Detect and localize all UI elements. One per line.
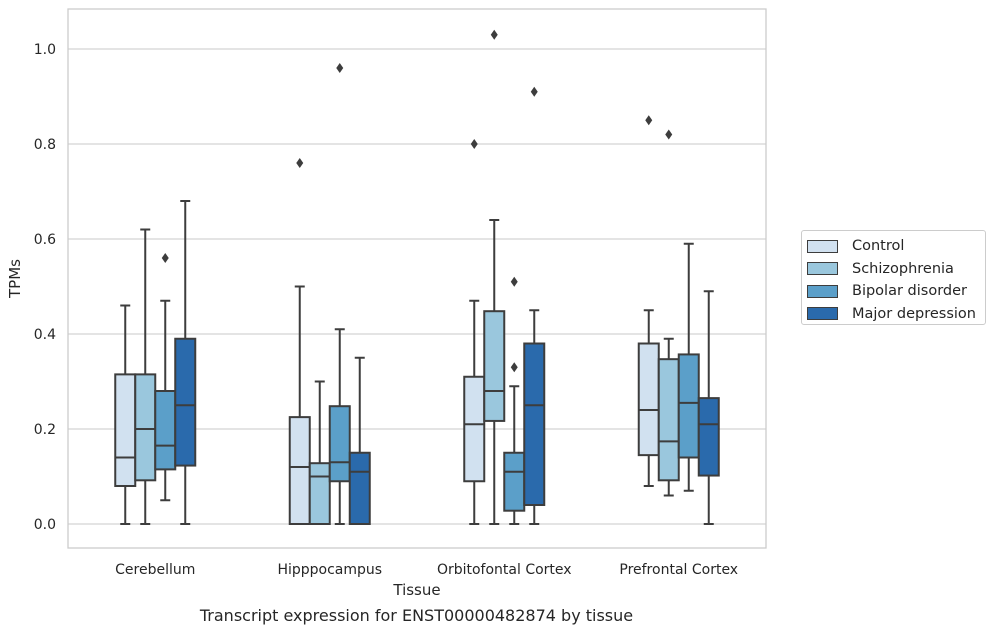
box-iqr	[348, 451, 371, 525]
box-bipolar-disorder	[154, 253, 177, 502]
outlier-point	[645, 115, 653, 126]
x-tick-label: Cerebellum	[115, 562, 195, 578]
legend-item: Control	[807, 235, 985, 258]
box-iqr	[463, 375, 486, 483]
legend-label: Bipolar disorder	[852, 283, 967, 300]
box-major-depression	[523, 86, 546, 525]
box-iqr	[677, 353, 700, 459]
legend: Control Schizophrenia Bipolar disorder Majo…	[801, 230, 986, 325]
y-axis-label: TPMs	[6, 259, 24, 299]
box-major-depression	[348, 356, 371, 525]
outlier-point	[470, 139, 478, 149]
box-iqr	[308, 462, 331, 526]
outlier-point	[510, 362, 518, 373]
legend-swatch	[807, 262, 838, 276]
legend-label: Schizophrenia	[852, 260, 954, 277]
x-tick-label: Orbitofontal Cortex	[437, 562, 572, 578]
box-schizophrenia	[308, 380, 331, 526]
chart-caption: Transcript expression for ENST0000048287…	[199, 606, 634, 625]
box-iqr	[697, 397, 720, 477]
box-iqr	[503, 451, 526, 512]
box-bipolar-disorder	[503, 276, 526, 525]
box-iqr	[483, 310, 506, 422]
box-bipolar-disorder	[328, 63, 351, 525]
box-layer	[114, 29, 720, 526]
legend-item: Bipolar disorder	[807, 280, 985, 303]
box-bipolar-disorder	[677, 242, 700, 492]
outlier-point	[336, 63, 344, 73]
y-tick-label: 1.0	[34, 42, 56, 58]
outlier-point	[161, 253, 169, 263]
box-control	[463, 139, 486, 525]
legend-label: Control	[852, 238, 905, 255]
box-control	[114, 304, 137, 525]
legend-swatch	[807, 307, 838, 321]
x-tick-label: Hipppocampus	[277, 562, 382, 578]
tick-layer: 0.0 0.2 0.4 0.6 0.8 1.0 Cerebellum Hipppocampus…	[34, 42, 738, 578]
box-control	[288, 158, 311, 525]
legend-item: Schizophrenia	[807, 258, 985, 281]
box-schizophrenia	[483, 29, 506, 525]
legend-swatch	[807, 284, 838, 298]
box-iqr	[154, 390, 177, 471]
legend-label: Major depression	[852, 305, 976, 322]
box-iqr	[288, 416, 311, 525]
outlier-point	[490, 29, 498, 40]
box-schizophrenia	[134, 228, 157, 525]
x-axis-label: Tissue	[392, 581, 440, 599]
y-tick-label: 0.4	[34, 327, 56, 343]
y-tick-label: 0.0	[34, 517, 56, 533]
box-iqr	[174, 337, 197, 467]
plot-frame	[67, 8, 767, 549]
box-major-depression	[697, 290, 720, 525]
box-control	[637, 115, 660, 487]
box-iqr	[637, 342, 660, 457]
legend-swatch	[807, 239, 838, 253]
box-schizophrenia	[657, 129, 680, 497]
y-tick-label: 0.6	[34, 232, 56, 248]
box-iqr	[114, 373, 137, 487]
box-iqr	[657, 358, 680, 482]
y-tick-label: 0.2	[34, 422, 56, 438]
outlier-point	[530, 86, 538, 97]
outlier-point	[665, 129, 673, 140]
y-tick-label: 0.8	[34, 137, 56, 153]
legend-item: Major depression	[807, 303, 985, 326]
outlier-point	[510, 276, 518, 287]
box-iqr	[134, 373, 157, 482]
box-iqr	[523, 342, 546, 506]
box-iqr	[328, 405, 351, 483]
box-major-depression	[174, 200, 197, 525]
outlier-point	[296, 158, 304, 168]
x-tick-label: Prefrontal Cortex	[619, 562, 738, 578]
